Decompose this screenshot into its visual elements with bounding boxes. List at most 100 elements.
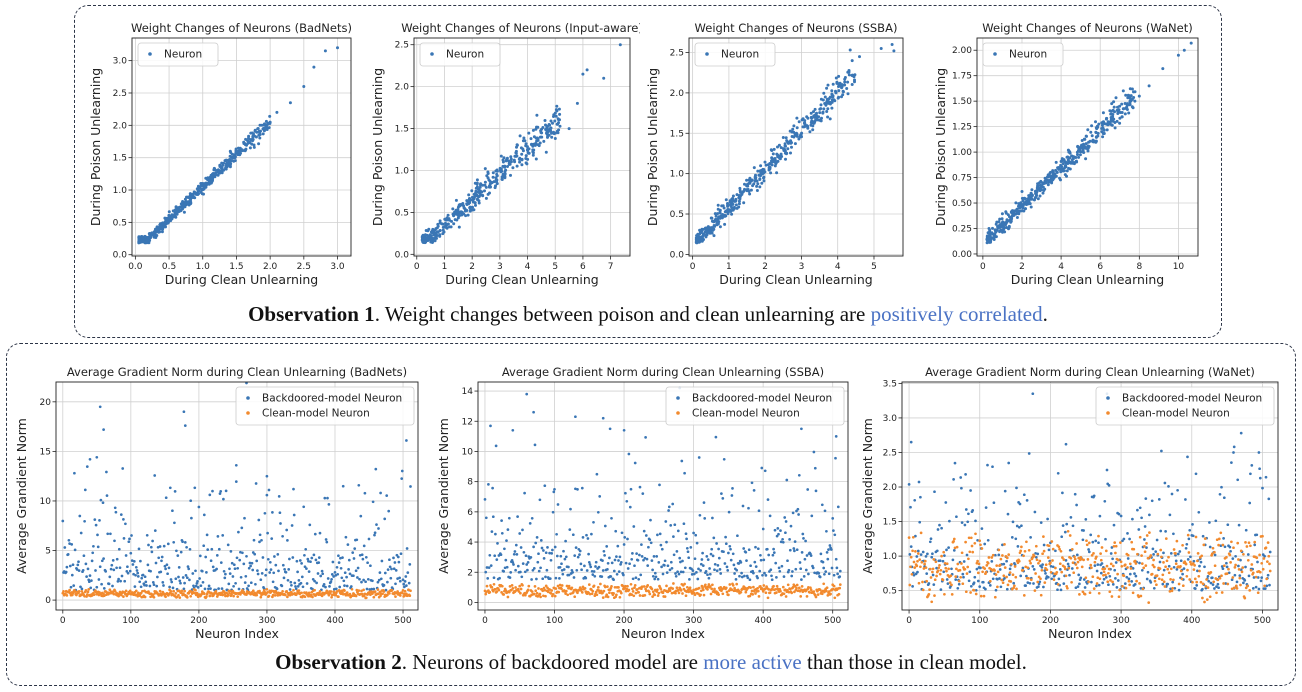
data-point (979, 594, 983, 598)
data-point (196, 580, 199, 583)
data-point (271, 580, 275, 584)
data-point (619, 591, 623, 595)
data-point (764, 591, 768, 595)
data-point (330, 577, 333, 581)
data-point (616, 544, 620, 548)
data-point (1004, 223, 1008, 227)
data-point (534, 157, 538, 161)
data-point (330, 573, 334, 576)
data-point (982, 594, 986, 598)
data-point (143, 595, 147, 599)
data-point (341, 592, 345, 596)
data-point (1047, 174, 1051, 178)
data-point (118, 590, 122, 594)
data-point (382, 590, 386, 593)
data-point (159, 224, 163, 228)
data-point (258, 136, 262, 140)
data-point (804, 539, 807, 543)
data-point (1064, 164, 1068, 168)
data-point (153, 529, 157, 532)
data-point (423, 237, 427, 241)
data-point (927, 582, 931, 585)
data-point (583, 586, 587, 590)
data-point (843, 83, 847, 87)
y-tick-label: 0.0 (395, 250, 410, 260)
series-primary (483, 386, 842, 582)
data-point (1261, 486, 1264, 490)
data-point (499, 167, 503, 171)
data-point (743, 182, 746, 186)
data-point (344, 535, 348, 539)
data-point (1257, 451, 1261, 454)
data-point (216, 173, 220, 177)
data-point (511, 587, 515, 590)
data-point (488, 185, 492, 189)
data-point (217, 587, 220, 590)
data-point (749, 188, 753, 192)
data-point (590, 532, 593, 536)
data-point (1074, 586, 1078, 590)
data-point (178, 205, 182, 209)
data-point (188, 547, 192, 551)
data-point (647, 590, 651, 594)
data-point (518, 160, 522, 164)
data-point (809, 554, 813, 557)
data-point (293, 581, 297, 585)
data-point (825, 529, 828, 533)
data-point (274, 563, 278, 567)
data-point (804, 568, 808, 572)
data-point (685, 537, 688, 541)
data-point (486, 577, 490, 580)
data-point (92, 593, 96, 597)
data-point (347, 568, 350, 571)
data-point (1007, 461, 1011, 465)
data-point (775, 171, 779, 175)
data-point (699, 593, 702, 597)
data-point (182, 205, 185, 209)
data-point (1036, 552, 1040, 556)
data-point (984, 506, 988, 509)
data-point (711, 516, 714, 520)
data-point (265, 474, 269, 478)
observation-2-panel: Observation 2. Neurons of backdoored mod… (6, 343, 1296, 686)
data-point (210, 592, 214, 595)
data-point (544, 575, 547, 579)
y-axis-label: During Poison Unlearning (645, 68, 660, 226)
data-point (615, 555, 618, 558)
data-point (1214, 519, 1218, 523)
data-point (331, 560, 335, 564)
data-point (1201, 534, 1205, 538)
data-point (1041, 185, 1045, 189)
data-point (581, 585, 585, 589)
data-point (472, 208, 476, 212)
y-tick-label: 0 (45, 596, 51, 606)
data-point (594, 560, 598, 564)
data-point (1201, 587, 1204, 591)
data-point (755, 189, 759, 192)
data-point (240, 148, 244, 152)
data-point (260, 538, 263, 542)
data-point (111, 584, 114, 588)
data-point (990, 556, 994, 559)
data-point (574, 415, 577, 419)
data-point (166, 542, 170, 546)
data-point (671, 502, 675, 506)
data-point (1084, 142, 1088, 146)
data-point (1102, 120, 1105, 124)
data-point (828, 102, 832, 106)
data-point (712, 234, 716, 238)
data-point (539, 566, 542, 570)
data-point (499, 553, 503, 557)
data-point (976, 559, 979, 563)
data-point (1065, 522, 1069, 526)
data-point (781, 540, 785, 544)
data-point (486, 170, 490, 174)
x-tick-label: 200 (615, 616, 632, 626)
data-point (211, 172, 215, 175)
data-point (991, 236, 995, 240)
data-point (1030, 188, 1034, 192)
data-point (337, 554, 340, 558)
data-point (663, 564, 666, 567)
data-point (999, 585, 1003, 589)
data-point (467, 193, 471, 197)
